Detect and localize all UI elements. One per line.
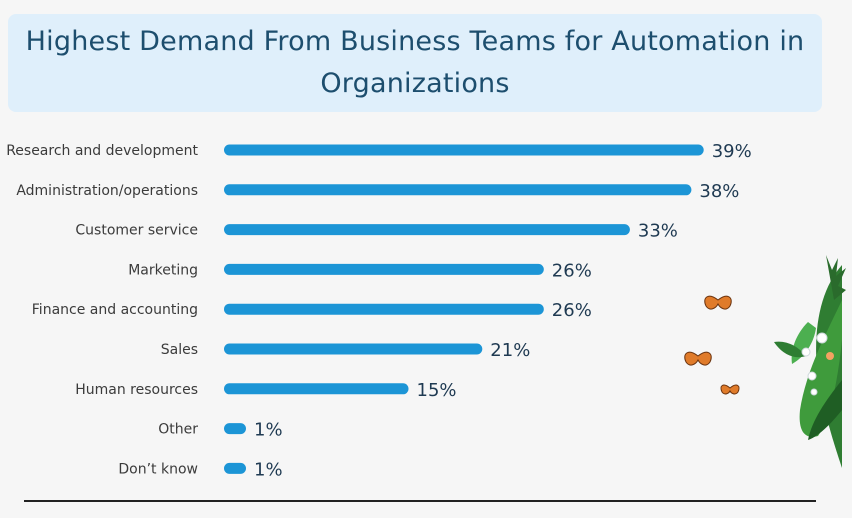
value-label: 39% bbox=[712, 141, 752, 162]
category-label: Human resources bbox=[75, 382, 198, 398]
category-label: Sales bbox=[161, 342, 198, 358]
value-label: 15% bbox=[417, 380, 457, 401]
value-label: 38% bbox=[699, 181, 739, 202]
bar bbox=[224, 184, 692, 196]
title-banner: Highest Demand From Business Teams for A… bbox=[8, 14, 822, 112]
category-label: Marketing bbox=[128, 262, 198, 278]
bar bbox=[224, 462, 246, 474]
butterfly-icon bbox=[720, 384, 740, 395]
bottom-rule bbox=[24, 500, 816, 502]
category-label: Administration/operations bbox=[16, 183, 198, 199]
butterfly-icon bbox=[704, 295, 732, 310]
bar bbox=[224, 144, 704, 156]
bar bbox=[224, 383, 409, 395]
value-label: 26% bbox=[552, 260, 592, 281]
category-label: Finance and accounting bbox=[32, 302, 198, 318]
chart-title: Highest Demand From Business Teams for A… bbox=[25, 26, 805, 99]
butterfly-icon bbox=[684, 351, 712, 366]
bar bbox=[224, 263, 544, 275]
category-label: Customer service bbox=[75, 223, 198, 239]
plant-leaves-icon bbox=[774, 255, 846, 468]
value-label: 21% bbox=[490, 340, 530, 361]
category-label: Research and development bbox=[6, 143, 198, 159]
bar bbox=[224, 343, 483, 355]
flower-icon bbox=[801, 332, 834, 396]
value-label: 1% bbox=[254, 459, 283, 480]
bar bbox=[224, 303, 544, 315]
value-label: 26% bbox=[552, 300, 592, 321]
bar bbox=[224, 423, 246, 435]
value-label: 1% bbox=[254, 420, 283, 441]
value-label: 33% bbox=[638, 221, 678, 242]
category-label: Other bbox=[158, 422, 198, 438]
bar bbox=[224, 224, 630, 236]
category-label: Don’t know bbox=[118, 461, 198, 477]
